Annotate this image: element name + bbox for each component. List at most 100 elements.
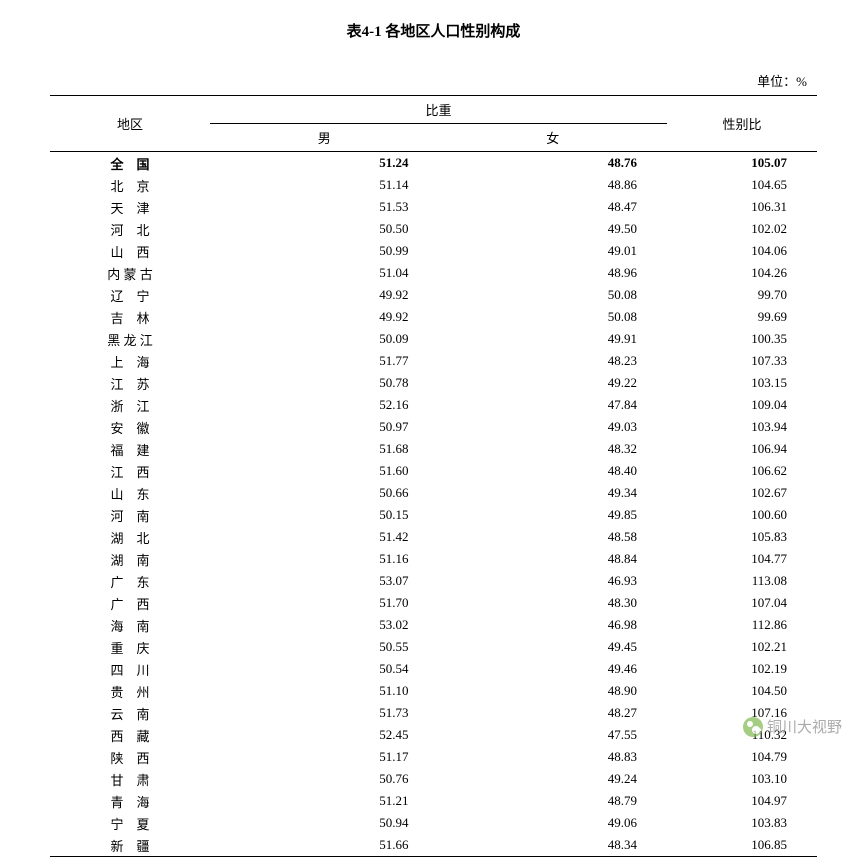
ratio-cell: 104.77 <box>667 548 817 570</box>
male-cell: 52.16 <box>210 394 439 416</box>
table-row: 甘 肃50.7649.24103.10 <box>50 768 817 790</box>
ratio-cell: 106.31 <box>667 196 817 218</box>
wechat-icon <box>743 717 763 737</box>
female-cell: 46.93 <box>439 570 668 592</box>
table-row: 宁 夏50.9449.06103.83 <box>50 812 817 834</box>
region-cell: 广 西 <box>50 592 210 614</box>
ratio-cell: 99.69 <box>667 306 817 328</box>
male-cell: 50.15 <box>210 504 439 526</box>
female-cell: 48.76 <box>439 152 668 175</box>
region-cell: 福 建 <box>50 438 210 460</box>
male-cell: 50.55 <box>210 636 439 658</box>
table-row: 广 东53.0746.93113.08 <box>50 570 817 592</box>
ratio-cell: 104.50 <box>667 680 817 702</box>
region-cell: 黑 龙 江 <box>50 328 210 350</box>
region-cell: 河 北 <box>50 218 210 240</box>
ratio-cell: 102.67 <box>667 482 817 504</box>
female-cell: 49.01 <box>439 240 668 262</box>
region-cell: 甘 肃 <box>50 768 210 790</box>
table-row: 河 北50.5049.50102.02 <box>50 218 817 240</box>
female-cell: 46.98 <box>439 614 668 636</box>
male-cell: 50.78 <box>210 372 439 394</box>
table-row: 广 西51.7048.30107.04 <box>50 592 817 614</box>
female-cell: 49.46 <box>439 658 668 680</box>
ratio-cell: 105.83 <box>667 526 817 548</box>
ratio-cell: 106.85 <box>667 834 817 857</box>
region-cell: 河 南 <box>50 504 210 526</box>
table-row: 福 建51.6848.32106.94 <box>50 438 817 460</box>
col-male: 男 <box>210 124 439 152</box>
table-title: 表4-1 各地区人口性别构成 <box>50 20 817 41</box>
male-cell: 53.07 <box>210 570 439 592</box>
ratio-cell: 107.04 <box>667 592 817 614</box>
region-cell: 新 疆 <box>50 834 210 857</box>
region-cell: 浙 江 <box>50 394 210 416</box>
region-cell: 江 西 <box>50 460 210 482</box>
ratio-cell: 104.26 <box>667 262 817 284</box>
male-cell: 50.76 <box>210 768 439 790</box>
female-cell: 49.50 <box>439 218 668 240</box>
male-cell: 51.10 <box>210 680 439 702</box>
male-cell: 51.68 <box>210 438 439 460</box>
ratio-cell: 100.60 <box>667 504 817 526</box>
table-row: 河 南50.1549.85100.60 <box>50 504 817 526</box>
male-cell: 53.02 <box>210 614 439 636</box>
region-cell: 湖 南 <box>50 548 210 570</box>
female-cell: 48.27 <box>439 702 668 724</box>
ratio-cell: 104.97 <box>667 790 817 812</box>
table-row: 山 西50.9949.01104.06 <box>50 240 817 262</box>
male-cell: 50.66 <box>210 482 439 504</box>
table-row: 湖 北51.4248.58105.83 <box>50 526 817 548</box>
table-row: 天 津51.5348.47106.31 <box>50 196 817 218</box>
region-cell: 天 津 <box>50 196 210 218</box>
region-cell: 上 海 <box>50 350 210 372</box>
female-cell: 48.34 <box>439 834 668 857</box>
table-header: 地区 比重 性别比 男 女 <box>50 96 817 152</box>
table-row: 云 南51.7348.27107.16 <box>50 702 817 724</box>
region-cell: 内 蒙 古 <box>50 262 210 284</box>
ratio-cell: 109.04 <box>667 394 817 416</box>
female-cell: 50.08 <box>439 284 668 306</box>
table-row: 贵 州51.1048.90104.50 <box>50 680 817 702</box>
region-cell: 全 国 <box>50 152 210 175</box>
table-row: 重 庆50.5549.45102.21 <box>50 636 817 658</box>
male-cell: 51.73 <box>210 702 439 724</box>
male-cell: 51.77 <box>210 350 439 372</box>
ratio-cell: 103.94 <box>667 416 817 438</box>
population-table: 地区 比重 性别比 男 女 全 国51.2448.76105.07北 京51.1… <box>50 95 817 857</box>
table-row: 四 川50.5449.46102.19 <box>50 658 817 680</box>
table-row: 西 藏52.4547.55110.32 <box>50 724 817 746</box>
female-cell: 49.91 <box>439 328 668 350</box>
ratio-cell: 104.79 <box>667 746 817 768</box>
region-cell: 四 川 <box>50 658 210 680</box>
female-cell: 48.30 <box>439 592 668 614</box>
ratio-cell: 99.70 <box>667 284 817 306</box>
col-region: 地区 <box>50 96 210 152</box>
male-cell: 50.09 <box>210 328 439 350</box>
female-cell: 48.47 <box>439 196 668 218</box>
table-row: 黑 龙 江50.0949.91100.35 <box>50 328 817 350</box>
region-cell: 青 海 <box>50 790 210 812</box>
table-row: 内 蒙 古51.0448.96104.26 <box>50 262 817 284</box>
female-cell: 48.79 <box>439 790 668 812</box>
male-cell: 51.42 <box>210 526 439 548</box>
ratio-cell: 102.19 <box>667 658 817 680</box>
region-cell: 陕 西 <box>50 746 210 768</box>
region-cell: 云 南 <box>50 702 210 724</box>
region-cell: 广 东 <box>50 570 210 592</box>
table-row: 山 东50.6649.34102.67 <box>50 482 817 504</box>
female-cell: 47.84 <box>439 394 668 416</box>
male-cell: 51.14 <box>210 174 439 196</box>
ratio-cell: 112.86 <box>667 614 817 636</box>
female-cell: 49.85 <box>439 504 668 526</box>
region-cell: 西 藏 <box>50 724 210 746</box>
table-row: 辽 宁49.9250.0899.70 <box>50 284 817 306</box>
male-cell: 50.50 <box>210 218 439 240</box>
female-cell: 48.32 <box>439 438 668 460</box>
table-row: 吉 林49.9250.0899.69 <box>50 306 817 328</box>
ratio-cell: 103.83 <box>667 812 817 834</box>
table-row: 浙 江52.1647.84109.04 <box>50 394 817 416</box>
ratio-cell: 102.21 <box>667 636 817 658</box>
female-cell: 48.40 <box>439 460 668 482</box>
female-cell: 48.83 <box>439 746 668 768</box>
